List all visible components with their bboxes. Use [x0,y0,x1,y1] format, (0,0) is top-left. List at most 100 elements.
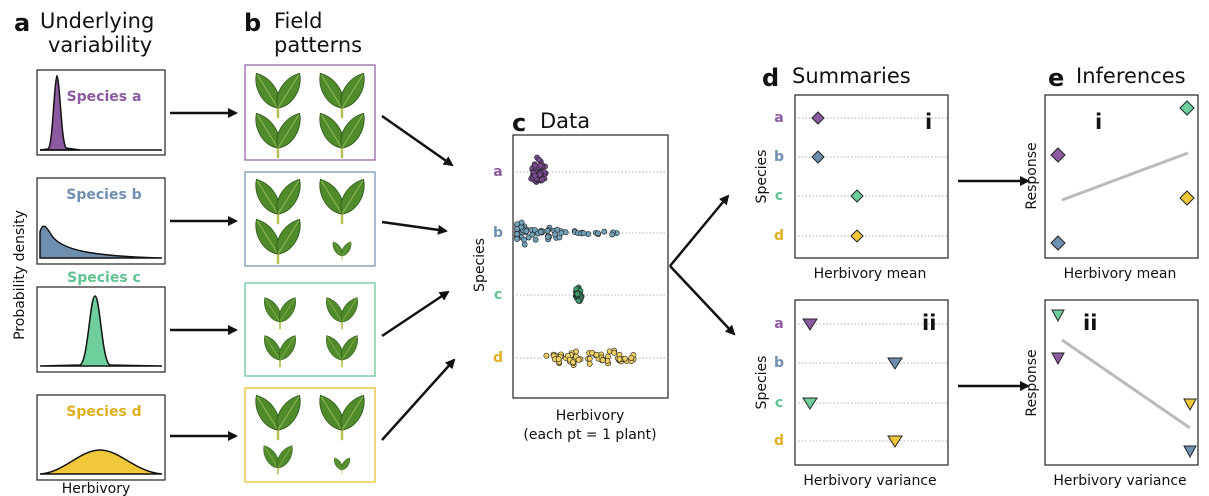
row-label: b [774,355,784,371]
summary-marker [850,229,864,243]
row-label: c [775,188,783,204]
data-point [514,236,520,243]
panel-title: Data [540,109,590,133]
panel-title: Underlying [40,9,154,33]
data-point [532,162,539,169]
y-label: Response [1024,142,1040,209]
data-point [628,355,635,361]
summary-marker [802,318,818,331]
x-label: Herbivory [556,408,625,424]
summary-marker [811,111,825,125]
arrow [381,358,456,441]
row-label: a [774,316,783,332]
data-point [599,357,606,364]
row-label: d [774,433,784,449]
row-label: a [774,110,783,126]
data-point [622,355,628,362]
data-point [521,241,528,248]
subpanel-numeral: ii [922,311,936,335]
panel-letter: a [14,9,30,37]
data-point [586,360,593,367]
data-point [609,231,616,238]
panel-title: patterns [274,33,362,57]
arrow [381,114,454,167]
x-label: Herbivory [62,481,131,496]
panel-title: Inferences [1076,64,1186,88]
data-point [570,359,576,366]
data-point [574,291,581,297]
y-label: Species [754,356,770,410]
data-point [616,356,623,363]
data-point [554,226,561,233]
trend-line [1061,151,1189,202]
data-point [543,352,550,359]
x-label: Herbivory mean [814,266,927,282]
data-point [544,227,551,234]
subpanel-numeral: ii [1083,311,1097,335]
data-point [556,234,563,241]
species-label: Species a [67,89,142,105]
x-note: (each pt = 1 plant) [523,427,656,443]
arrow [669,265,736,336]
data-point [545,233,551,240]
row-label: c [494,287,502,303]
y-label: Species [472,238,488,292]
data-point [601,228,608,235]
density-curve [39,225,163,259]
row-label: b [774,149,784,165]
species-label: Species d [66,404,141,420]
data-point [593,351,600,358]
density-curve [39,295,163,367]
data-point [532,236,539,243]
density-curve [39,74,81,151]
data-point [611,349,618,356]
summary-marker [811,150,825,164]
x-label: Herbivory variance [1053,473,1186,489]
species-label: Species c [67,270,141,286]
data-point [562,229,569,236]
data-point [586,355,593,362]
subpanel-numeral: i [925,110,932,134]
summary-box [794,299,949,466]
summary-marker [850,189,864,203]
arrow [381,220,448,235]
data-point [518,219,525,226]
data-point [514,231,520,237]
row-label: c [775,395,783,411]
trend-line [1061,338,1191,430]
panel-title: variability [48,33,152,57]
data-point [523,228,530,235]
data-point [521,236,527,243]
data-point [539,176,545,183]
panel-letter: b [244,9,261,37]
data-point [536,156,542,163]
summary-marker [802,397,818,410]
panel-title: Field [274,9,322,33]
y-label: Probability density [12,210,28,340]
data-point [575,297,582,304]
y-label: Response [1024,349,1040,416]
data-point [585,231,592,237]
data-point [537,229,544,235]
y-label: Species [754,150,770,204]
data-point [531,172,538,179]
data-point [552,231,559,238]
data-point [529,231,536,238]
arrow [669,194,730,267]
row-label: d [493,350,503,366]
species-label: Species b [66,187,141,203]
field-box [244,282,376,377]
row-label: b [493,225,503,241]
density-curve [39,449,163,475]
data-point [595,230,601,237]
data-point [537,162,544,169]
row-label: a [493,164,502,180]
panel-letter: d [762,64,779,92]
row-label: d [774,228,784,244]
data-point [580,230,587,237]
arrow [381,290,450,338]
panel-letter: e [1048,64,1064,92]
summary-marker [887,357,903,370]
data-point [555,356,562,363]
